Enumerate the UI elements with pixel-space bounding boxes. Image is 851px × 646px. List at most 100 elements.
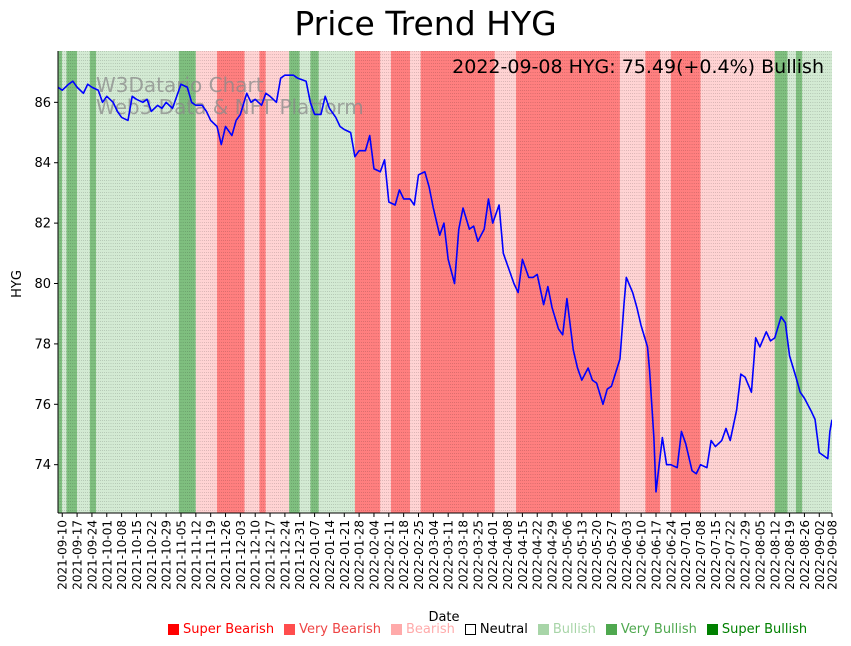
x-tick-label: 2022-08-26 xyxy=(798,520,812,590)
x-tick-label: 2022-07-01 xyxy=(679,520,693,590)
regime-band-very-bullish xyxy=(310,51,319,513)
axes xyxy=(57,51,832,514)
regime-band-bearish xyxy=(244,51,260,513)
regime-band-very-bullish xyxy=(66,51,78,513)
x-tick-label: 2022-01-21 xyxy=(338,520,352,590)
regime-band-bullish xyxy=(787,51,796,513)
regime-band-very-bearish xyxy=(354,51,381,513)
x-tick-label: 2022-08-05 xyxy=(753,520,767,590)
x-tick-label: 2022-02-04 xyxy=(367,520,381,590)
regime-bands xyxy=(58,51,832,513)
regime-band-bullish xyxy=(318,51,355,513)
legend-item: Very Bullish xyxy=(605,621,697,637)
regime-band-very-bearish xyxy=(259,51,266,513)
regime-band-bullish xyxy=(62,51,67,513)
x-tick-label: 2021-10-22 xyxy=(145,520,159,590)
regime-band-very-bullish xyxy=(58,51,63,513)
x-tick-label: 2021-12-31 xyxy=(293,520,307,590)
legend-label: Super Bullish xyxy=(721,621,808,637)
regime-band-very-bullish xyxy=(774,51,788,513)
x-tick-label: 2021-10-29 xyxy=(160,520,174,590)
regime-band-very-bullish xyxy=(89,51,97,513)
legend-label: Bearish xyxy=(405,621,455,637)
x-tick-label: 2022-09-08 xyxy=(826,520,840,590)
price-annotation: 2022-09-08 HYG: 75.49(+0.4%) Bullish xyxy=(452,56,824,78)
y-axis-label: HYG xyxy=(10,270,25,298)
legend: Super Bearish Very Bearish Bearish Neutral B… xyxy=(168,620,817,638)
x-ticks: 2021-09-10 2021-09-17 2021-09-24 2021-10-01… xyxy=(56,513,840,590)
x-axis-label: Date xyxy=(428,610,459,625)
x-tick-label: 2022-01-28 xyxy=(353,520,367,590)
y-ticks: 74 76 78 80 82 84 86 xyxy=(34,96,58,473)
chart-title: Price Trend HYG xyxy=(294,4,557,43)
regime-band-bearish xyxy=(410,51,421,513)
x-tick-label: 2022-03-11 xyxy=(442,520,456,590)
x-tick-label: 2022-06-10 xyxy=(635,520,649,590)
x-tick-label: 2022-06-24 xyxy=(664,520,678,590)
x-tick-label: 2022-07-22 xyxy=(724,520,738,590)
price-series xyxy=(58,74,832,493)
x-tick-label: 2022-07-15 xyxy=(709,520,723,590)
x-tick-label: 2022-06-17 xyxy=(649,520,663,590)
x-tick-label: 2022-03-18 xyxy=(457,520,471,590)
x-tick-label: 2021-11-19 xyxy=(204,520,218,590)
x-tick-label: 2022-04-29 xyxy=(546,520,560,590)
x-tick-label: 2021-12-24 xyxy=(278,520,292,590)
x-tick-label: 2022-02-25 xyxy=(412,520,426,590)
x-tick-label: 2021-12-10 xyxy=(249,520,263,590)
regime-band-very-bullish xyxy=(289,51,300,513)
legend-item: Neutral xyxy=(464,621,528,637)
x-tick-label: 2022-09-02 xyxy=(813,520,827,590)
legend-swatch xyxy=(390,623,402,635)
legend-label: Very Bearish xyxy=(299,621,381,637)
regime-band-bullish xyxy=(77,51,90,513)
y-tick-label: 74 xyxy=(34,458,51,473)
legend-label: Super Bearish xyxy=(183,621,275,637)
x-tick-label: 2022-07-08 xyxy=(694,520,708,590)
legend-label: Neutral xyxy=(479,621,528,637)
regime-band-very-bearish xyxy=(670,51,701,513)
legend-item: Bullish xyxy=(537,622,596,637)
legend-item: Bearish xyxy=(390,621,455,637)
regime-band-bearish xyxy=(494,51,517,513)
x-tick-label: 2021-11-05 xyxy=(174,520,188,590)
legend-item: Super Bullish xyxy=(706,621,808,637)
y-tick-label: 78 xyxy=(34,337,51,352)
x-tick-label: 2022-08-19 xyxy=(783,520,797,590)
regime-band-bearish xyxy=(700,51,775,513)
regime-band-very-bearish xyxy=(645,51,661,513)
x-tick-label: 2022-04-15 xyxy=(516,520,530,590)
date-gridlines xyxy=(58,51,832,513)
x-tick-label: 2021-09-24 xyxy=(85,520,99,590)
legend-swatch xyxy=(706,623,718,635)
x-tick-label: 2022-08-12 xyxy=(768,520,782,590)
x-tick-label: 2022-05-20 xyxy=(590,520,604,590)
regime-band-bearish xyxy=(619,51,646,513)
legend-label: Very Bullish xyxy=(620,621,697,637)
x-tick-label: 2022-02-11 xyxy=(382,520,396,590)
x-tick-label: 2022-03-25 xyxy=(471,520,485,590)
legend-swatch xyxy=(464,623,476,635)
legend-item: Very Bearish xyxy=(284,622,381,637)
regime-band-very-bearish xyxy=(516,51,620,513)
regime-band-very-bearish xyxy=(420,51,495,513)
legend-swatch xyxy=(537,623,549,635)
x-tick-label: 2022-05-06 xyxy=(560,520,574,590)
y-tick-label: 76 xyxy=(34,398,51,413)
x-tick-label: 2021-09-10 xyxy=(56,520,70,590)
x-tick-label: 2022-04-08 xyxy=(501,520,515,590)
regime-band-bullish xyxy=(96,51,179,513)
x-tick-label: 2021-10-01 xyxy=(100,520,114,590)
x-tick-label: 2022-04-01 xyxy=(486,520,500,590)
regime-band-very-bearish xyxy=(217,51,245,513)
daily-gridlines xyxy=(58,51,832,513)
x-tick-label: 2022-06-03 xyxy=(620,520,634,590)
regime-band-very-bearish xyxy=(390,51,411,513)
regime-band-bearish xyxy=(265,51,290,513)
x-tick-label: 2022-01-14 xyxy=(323,520,337,590)
regime-band-very-bullish xyxy=(178,51,196,513)
regime-band-very-bullish xyxy=(795,51,803,513)
x-tick-label: 2022-04-22 xyxy=(531,520,545,590)
x-tick-label: 2022-01-07 xyxy=(308,520,322,590)
